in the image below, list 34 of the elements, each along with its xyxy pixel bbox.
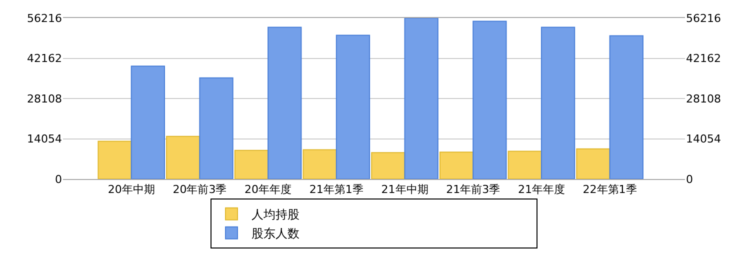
y-tick-label: 28108 [27,92,62,106]
y-tick-label: 0 [55,172,62,186]
bar [268,26,302,179]
bar [540,26,576,179]
y2-tick-label: 14054 [686,132,721,146]
y-tick-label: 56216 [27,12,62,25]
bar [234,150,269,179]
legend-label: 人均持股 [252,208,300,222]
x-tick-label: 20年前3季 [172,183,227,196]
bar [130,66,165,179]
y2-tick-label: 42162 [686,52,721,66]
bar [609,35,644,179]
x-tick-label: 21年年度 [518,183,565,196]
x-tick-label: 21年第1季 [309,183,364,196]
y-tick-label: 42162 [27,52,62,66]
x-tick-label: 22年第1季 [582,183,637,196]
x-tick-label: 20年中期 [108,183,155,196]
bar [302,149,337,179]
y2-tick-label: 0 [686,172,693,186]
bar [472,20,507,179]
bar [404,18,438,179]
y2-tick-label: 28108 [686,92,721,106]
x-tick-label: 21年中期 [381,183,428,196]
legend-label: 股东人数 [252,226,300,240]
bar [199,77,234,179]
bar [336,34,370,179]
y2-tick-label: 56216 [686,12,721,25]
bar [508,150,542,179]
x-tick-label: 20年年度 [244,183,292,196]
bar [576,148,610,179]
y-tick-label: 14054 [27,132,62,146]
x-tick-label: 21年前3季 [446,183,500,196]
bar [439,152,474,179]
bar [371,152,406,179]
